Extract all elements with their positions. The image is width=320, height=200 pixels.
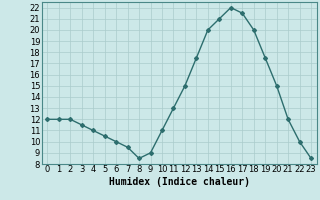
X-axis label: Humidex (Indice chaleur): Humidex (Indice chaleur): [109, 177, 250, 187]
